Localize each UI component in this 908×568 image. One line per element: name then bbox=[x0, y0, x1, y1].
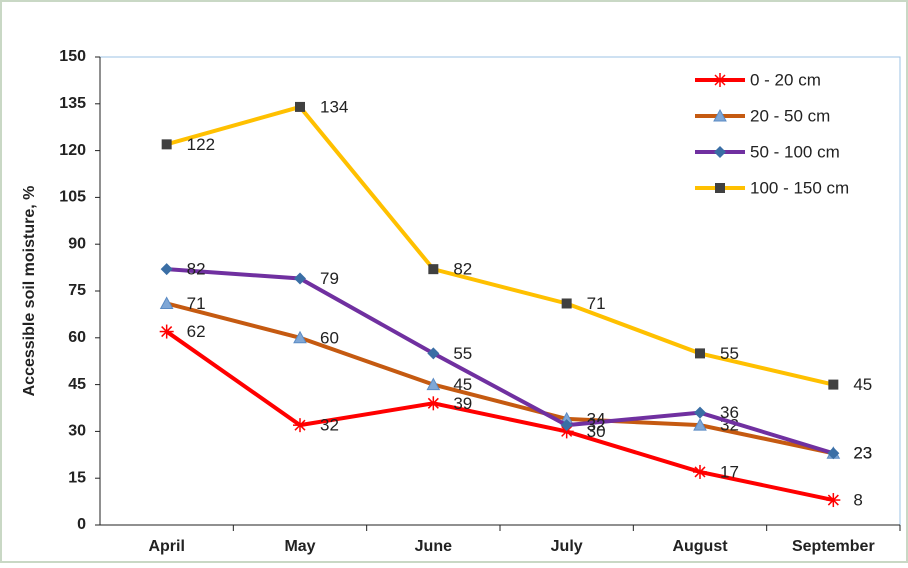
y-tick-label: 150 bbox=[59, 48, 86, 65]
y-tick-label: 75 bbox=[68, 282, 86, 299]
x-tick-label: May bbox=[284, 538, 315, 555]
marker-stroke bbox=[427, 397, 439, 409]
marker bbox=[426, 396, 441, 411]
series-line bbox=[165, 329, 834, 502]
data-label: 71 bbox=[187, 294, 206, 313]
data-label: 55 bbox=[453, 344, 472, 363]
marker-stroke bbox=[294, 419, 306, 431]
data-label: 45 bbox=[453, 375, 472, 394]
marker-stroke bbox=[161, 326, 173, 338]
y-tick-label: 0 bbox=[77, 516, 86, 533]
marker bbox=[161, 139, 172, 150]
marker bbox=[159, 324, 174, 339]
marker bbox=[428, 264, 439, 275]
marker bbox=[293, 330, 307, 344]
marker-stroke bbox=[694, 466, 706, 478]
data-label: 79 bbox=[320, 269, 339, 288]
data-label: 45 bbox=[853, 375, 872, 394]
data-label: 55 bbox=[720, 344, 739, 363]
marker bbox=[561, 298, 572, 309]
marker bbox=[426, 377, 441, 391]
y-tick-label: 120 bbox=[59, 142, 86, 159]
y-tick-label: 15 bbox=[68, 469, 86, 486]
marker bbox=[694, 406, 706, 419]
marker bbox=[159, 296, 174, 309]
marker bbox=[693, 418, 707, 431]
marker bbox=[560, 419, 573, 432]
marker bbox=[295, 101, 305, 112]
legend-label: 20 - 50 cm bbox=[750, 106, 830, 125]
data-label: 23 bbox=[853, 444, 872, 463]
legend-label: 50 - 100 cm bbox=[750, 142, 840, 161]
data-label: 122 bbox=[187, 135, 215, 154]
marker bbox=[427, 347, 440, 360]
legend-label: 100 - 150 cm bbox=[750, 178, 849, 197]
x-tick-label: September bbox=[792, 538, 875, 555]
marker bbox=[293, 418, 307, 433]
marker bbox=[713, 73, 727, 87]
data-label: 30 bbox=[587, 422, 606, 441]
data-label: 82 bbox=[187, 260, 206, 279]
data-label: 39 bbox=[453, 394, 472, 413]
data-label: 71 bbox=[587, 294, 606, 313]
marker bbox=[693, 464, 707, 479]
data-label: 32 bbox=[320, 416, 339, 435]
x-tick-label: August bbox=[672, 538, 728, 555]
x-tick-label: July bbox=[551, 538, 583, 555]
y-tick-label: 90 bbox=[68, 235, 86, 252]
data-label: 82 bbox=[453, 260, 472, 279]
marker bbox=[713, 108, 727, 122]
marker bbox=[828, 379, 839, 390]
y-tick-label: 135 bbox=[59, 95, 86, 112]
series-line bbox=[166, 104, 834, 387]
x-tick-label: June bbox=[415, 538, 452, 555]
data-label: 36 bbox=[720, 403, 739, 422]
data-label: 60 bbox=[320, 328, 339, 347]
y-tick-label: 45 bbox=[68, 376, 86, 393]
data-label: 23 bbox=[853, 444, 872, 463]
marker bbox=[714, 146, 726, 158]
series-line bbox=[166, 267, 834, 456]
marker bbox=[826, 493, 841, 508]
marker-stroke bbox=[561, 425, 573, 437]
marker bbox=[294, 272, 306, 285]
marker-stroke bbox=[714, 74, 726, 86]
data-label: 8 bbox=[853, 491, 862, 510]
y-axis-label: Accessible soil moisture, % bbox=[21, 186, 38, 397]
x-tick-label: April bbox=[148, 538, 184, 555]
y-tick-label: 105 bbox=[59, 189, 86, 206]
series-line bbox=[166, 301, 834, 456]
data-label: 62 bbox=[187, 322, 206, 341]
marker bbox=[160, 263, 173, 276]
legend-label: 0 - 20 cm bbox=[750, 70, 821, 89]
marker bbox=[715, 183, 725, 193]
data-label: 17 bbox=[720, 462, 739, 481]
marker-stroke bbox=[827, 494, 839, 506]
y-tick-label: 30 bbox=[68, 423, 86, 440]
y-tick-label: 60 bbox=[68, 329, 86, 346]
data-label: 134 bbox=[320, 97, 348, 116]
data-label: 32 bbox=[587, 416, 606, 435]
marker bbox=[695, 348, 705, 359]
marker bbox=[827, 447, 840, 460]
